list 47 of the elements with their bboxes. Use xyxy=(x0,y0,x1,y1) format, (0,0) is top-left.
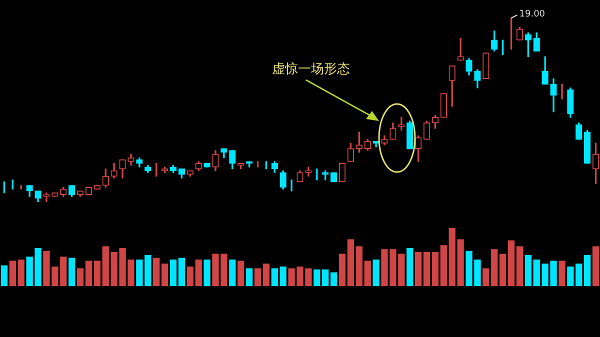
annotation: 19.00 xyxy=(519,9,546,20)
bar xyxy=(280,266,286,286)
annotation: 虚惊一场形态 xyxy=(272,61,350,78)
bar xyxy=(186,266,194,286)
bar xyxy=(68,258,76,286)
bar xyxy=(356,246,362,286)
bar xyxy=(592,246,600,286)
bar xyxy=(153,258,160,286)
bar xyxy=(195,260,202,286)
bar xyxy=(322,269,329,286)
bar xyxy=(254,268,262,286)
bar xyxy=(338,254,346,286)
bar xyxy=(499,254,506,286)
bar xyxy=(178,258,186,286)
bar xyxy=(364,260,371,286)
bar xyxy=(558,260,566,286)
bar xyxy=(482,268,490,286)
bar xyxy=(423,252,430,286)
bar xyxy=(204,260,210,286)
bar xyxy=(9,260,16,286)
bar xyxy=(161,264,168,286)
bar xyxy=(330,272,338,286)
bar xyxy=(516,246,524,286)
bar xyxy=(18,260,24,286)
bar xyxy=(246,268,253,286)
bar xyxy=(229,260,236,286)
bar xyxy=(238,260,244,286)
candlestick xyxy=(457,38,464,61)
bar xyxy=(347,239,354,286)
bar xyxy=(440,245,447,286)
bar xyxy=(432,252,439,286)
bar xyxy=(0,265,8,286)
bar xyxy=(170,260,177,286)
bar xyxy=(372,260,380,286)
bar xyxy=(508,240,515,286)
bar xyxy=(85,260,92,286)
bar xyxy=(76,268,84,286)
bar xyxy=(102,246,109,286)
bar xyxy=(491,249,498,286)
bar xyxy=(584,254,591,286)
bar xyxy=(94,260,101,286)
bar xyxy=(314,269,320,286)
bar xyxy=(524,254,532,286)
bar xyxy=(271,268,278,286)
bar xyxy=(262,264,270,286)
bar xyxy=(406,248,414,286)
bar xyxy=(414,252,422,286)
